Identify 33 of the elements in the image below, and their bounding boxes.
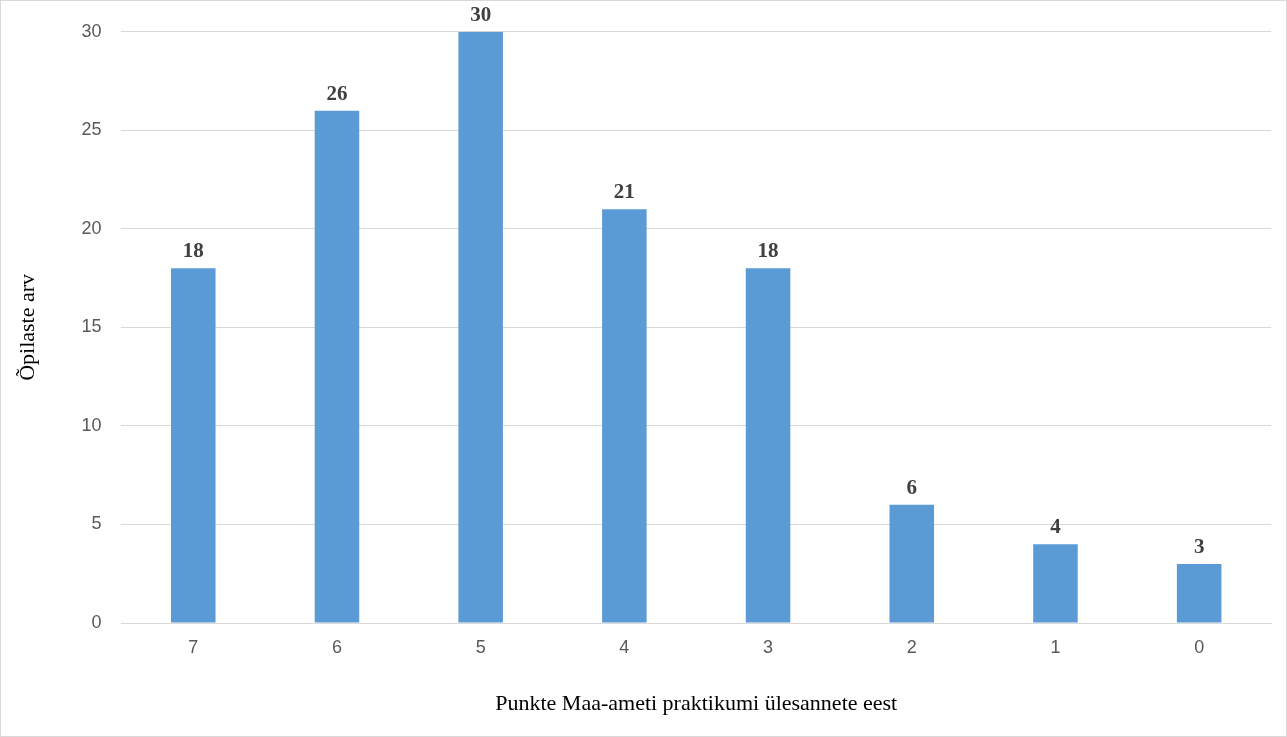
bar	[1033, 544, 1078, 623]
bar	[458, 31, 503, 623]
x-tick-label: 2	[906, 636, 917, 657]
y-tick-label: 5	[91, 513, 102, 534]
data-label: 26	[326, 80, 348, 105]
data-label: 18	[757, 238, 779, 263]
bar	[745, 268, 791, 623]
data-label: 3	[1193, 533, 1205, 558]
bar	[889, 504, 935, 623]
x-axis-title: Punkte Maa-ameti praktikumi ülesannete eest	[495, 689, 898, 715]
x-tick-label: 0	[1194, 636, 1205, 657]
x-tick-label: 4	[619, 636, 630, 657]
y-tick-label: 10	[81, 414, 102, 435]
bar	[602, 209, 647, 623]
x-tick-label: 5	[475, 636, 486, 657]
y-tick-label: 30	[81, 20, 102, 41]
x-tick-label: 7	[188, 636, 199, 657]
x-tick-label: 3	[763, 636, 774, 657]
y-tick-label: 15	[81, 316, 102, 337]
y-tick-label: 25	[81, 119, 102, 140]
bar	[1176, 563, 1222, 623]
y-axis-title: Õpilaste arv	[13, 273, 39, 381]
x-tick-label: 1	[1050, 636, 1061, 657]
data-label: 21	[613, 179, 635, 204]
data-label: 6	[906, 474, 918, 499]
y-tick-label: 0	[91, 611, 102, 632]
y-tick-label: 20	[81, 217, 102, 238]
bar	[171, 268, 216, 623]
data-label: 30	[470, 1, 492, 26]
data-label: 4	[1050, 514, 1062, 539]
x-tick-label: 6	[331, 636, 342, 657]
bar	[314, 110, 360, 623]
data-label: 18	[182, 238, 204, 263]
